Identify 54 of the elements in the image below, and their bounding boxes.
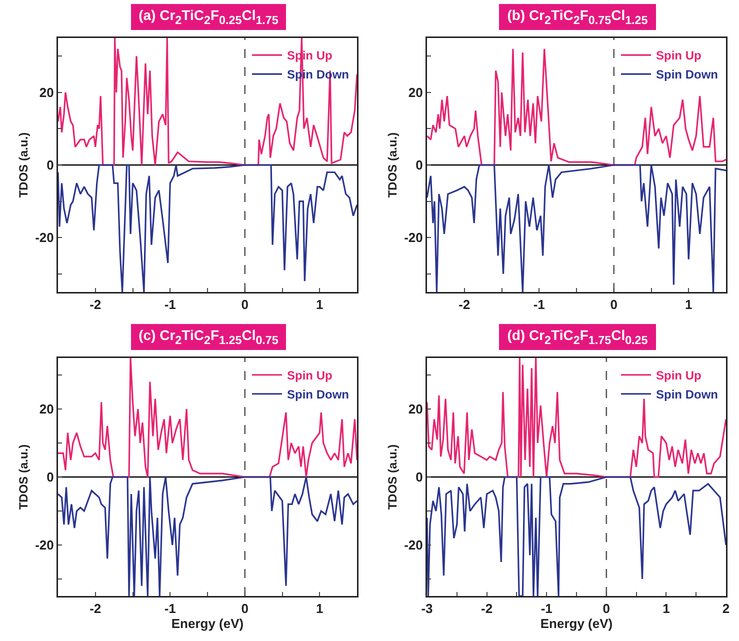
y-tick-label: 20 [408, 402, 423, 417]
line-series [58, 38, 357, 166]
legend-label: Spin Down [287, 388, 350, 402]
legend-label: Spin Up [287, 368, 332, 383]
x-tick-label: 1 [316, 297, 324, 312]
chart-title: (a) Cr$_{2}$TiC$_{2}$F$_{0.25}$Cl$_{1.75}$ [130, 4, 286, 30]
y-tick-label: 0 [416, 470, 423, 485]
y-axis-title: TDOS (a.u.) [386, 444, 400, 510]
x-tick-label: -2 [458, 297, 470, 312]
legend-label: Spin Up [656, 368, 702, 383]
x-axis-title: Energy (eV) [540, 616, 613, 632]
x-tick-label: -2 [481, 601, 493, 616]
line-series [427, 358, 726, 478]
line-series [427, 476, 726, 596]
chart-title: (d) Cr$_{2}$TiC$_{2}$F$_{1.75}$Cl$_{0.25}$ [499, 324, 656, 350]
line-series [58, 164, 357, 292]
line-series [58, 358, 357, 478]
chart-title: (b) Cr$_{2}$TiC$_{2}$F$_{0.75}$Cl$_{1.25}$ [499, 4, 656, 30]
y-tick-label: 20 [408, 84, 423, 100]
x-tick-label: -3 [421, 601, 433, 616]
x-tick-label: 0 [241, 601, 248, 616]
y-tick-label: 20 [39, 402, 54, 417]
y-tick-label: 0 [46, 470, 54, 485]
y-tick-label: 20 [39, 84, 54, 100]
x-tick-label: 0 [241, 297, 248, 312]
x-tick-label: -1 [540, 601, 552, 616]
line-series [58, 476, 357, 596]
y-tick-label: -20 [35, 538, 54, 553]
x-tick-label: -1 [164, 297, 176, 312]
y-axis-title: TDOS (a.u.) [16, 444, 31, 510]
line-series [427, 164, 726, 292]
x-tick-label: 1 [316, 601, 324, 616]
legend-label: Spin Up [656, 48, 702, 63]
x-tick-label: 1 [662, 601, 670, 616]
x-tick-label: -1 [164, 601, 176, 616]
legend-label: Spin Down [656, 68, 718, 82]
chart-title: (c) Cr$_{2}$TiC$_{2}$F$_{1.25}$Cl$_{0.75}$ [130, 324, 286, 350]
x-axis-title: Energy (eV) [171, 616, 244, 632]
x-tick-label: 0 [610, 297, 618, 312]
x-tick-label: -2 [90, 601, 102, 616]
legend-label: Spin Down [656, 388, 718, 402]
x-tick-label: 0 [602, 601, 610, 616]
y-tick-label: 0 [416, 158, 423, 173]
y-axis-title: TDOS (a.u.) [386, 132, 400, 198]
y-tick-label: -20 [404, 230, 423, 246]
x-tick-label: -2 [90, 297, 102, 312]
line-series [427, 48, 726, 166]
x-tick-label: 2 [722, 601, 730, 616]
y-tick-label: 0 [46, 158, 54, 173]
x-tick-label: 1 [685, 297, 692, 312]
x-tick-label: -1 [533, 297, 545, 312]
y-axis-title: TDOS (a.u.) [16, 132, 31, 198]
y-tick-label: -20 [404, 538, 423, 553]
y-tick-label: -20 [35, 230, 54, 246]
